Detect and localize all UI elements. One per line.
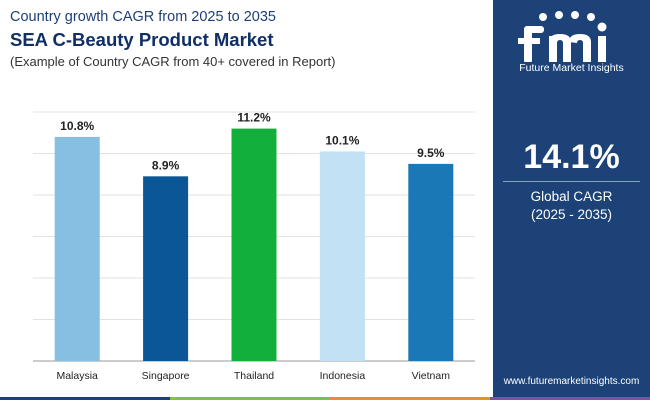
accent-strip-segment-1 bbox=[0, 397, 170, 400]
chart-header: Country growth CAGR from 2025 to 2035 SE… bbox=[10, 8, 480, 70]
accent-strip bbox=[0, 397, 650, 400]
divider bbox=[503, 181, 640, 182]
global-cagr-label-line2: (2025 - 2035) bbox=[530, 207, 613, 222]
global-cagr-label-line1: Global CAGR bbox=[530, 189, 613, 204]
x-tick-label-singapore: Singapore bbox=[142, 370, 190, 382]
accent-strip-segment-4 bbox=[490, 397, 650, 400]
data-label-indonesia: 10.1% bbox=[325, 133, 359, 147]
x-tick-label-indonesia: Indonesia bbox=[320, 370, 366, 382]
data-label-thailand: 11.2% bbox=[237, 111, 271, 125]
bar-chart: 10.8% Malaysia 8.9% Singapore 11.2% Thailand 1… bbox=[33, 111, 475, 382]
x-tick-label-vietnam: Vietnam bbox=[412, 370, 451, 382]
data-label-singapore: 8.9% bbox=[152, 158, 180, 172]
accent-strip-segment-3 bbox=[330, 397, 490, 400]
chart-subtitle: (Example of Country CAGR from 40+ covere… bbox=[10, 54, 336, 69]
bar-thailand bbox=[231, 128, 277, 361]
bar-malaysia bbox=[54, 136, 100, 361]
data-label-malaysia: 10.8% bbox=[60, 119, 94, 133]
website-url: www.futuremarketinsights.com bbox=[503, 376, 640, 387]
fmi-logo-icon bbox=[518, 11, 607, 62]
chart-overline: Country growth CAGR from 2025 to 2035 bbox=[10, 9, 276, 25]
bar-indonesia bbox=[319, 151, 365, 361]
global-cagr-value: 14.1% bbox=[523, 138, 620, 176]
x-tick-label-malaysia: Malaysia bbox=[56, 370, 98, 382]
accent-strip-segment-2 bbox=[170, 397, 330, 400]
side-panel: Future Market Insights 14.1% Global CAGR… bbox=[493, 0, 650, 400]
logo-text: Future Market Insights bbox=[519, 62, 624, 74]
x-tick-label-thailand: Thailand bbox=[234, 370, 274, 382]
chart-title: SEA C-Beauty Product Market bbox=[10, 29, 274, 50]
data-label-vietnam: 9.5% bbox=[417, 146, 445, 160]
global-cagr-label: Global CAGR (2025 - 2035) bbox=[493, 188, 650, 224]
bar-vietnam bbox=[408, 163, 454, 361]
bar-singapore bbox=[143, 176, 189, 361]
